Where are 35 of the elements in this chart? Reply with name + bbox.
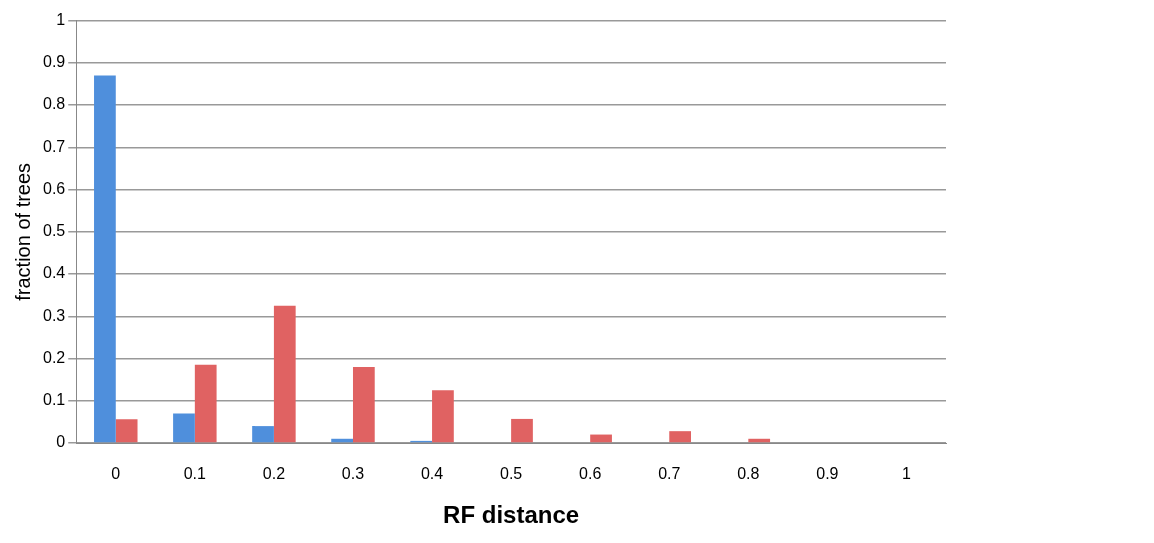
y-tick-label: 0 — [56, 433, 66, 451]
y-tick-label: 0.9 — [42, 53, 66, 71]
y-tick-label: 1 — [56, 11, 66, 29]
y-tick-label: 0.1 — [42, 391, 66, 409]
x-tick-label: 0.3 — [341, 465, 365, 483]
bar — [115, 419, 138, 443]
y-tick-label: 0.8 — [42, 95, 66, 113]
bar — [669, 431, 691, 443]
y-tick-label: 0.5 — [42, 222, 66, 240]
y-tick-label: 0.7 — [42, 137, 66, 155]
x-tick-label: 0 — [111, 465, 121, 483]
x-tick-label: 0.6 — [579, 465, 602, 483]
bar — [273, 305, 296, 443]
bar — [194, 364, 217, 443]
x-tick-label: 0.2 — [262, 465, 286, 483]
x-tick-label: 0.1 — [183, 465, 207, 483]
bar — [511, 418, 533, 443]
x-tick-label: 0.9 — [816, 465, 839, 483]
x-tick-label: 0.7 — [658, 465, 681, 483]
y-tick-label: 0.4 — [42, 264, 66, 282]
y-tick-label: 0.6 — [42, 179, 66, 197]
x-tick-label: 0.4 — [420, 465, 444, 483]
bar — [432, 390, 454, 443]
x-tick-label: 0.5 — [500, 465, 523, 483]
bar — [590, 434, 612, 443]
bar — [173, 413, 195, 443]
y-tick-label: 0.2 — [42, 348, 66, 366]
y-tick-label: 0.3 — [42, 306, 66, 324]
x-tick-label: 0.8 — [737, 465, 760, 483]
x-axis-title: RF distance — [443, 501, 580, 529]
y-axis-title: fraction of trees — [11, 162, 34, 301]
bar — [94, 75, 116, 443]
bar — [352, 366, 375, 443]
bar — [252, 426, 274, 443]
x-tick-label: 1 — [902, 465, 912, 483]
